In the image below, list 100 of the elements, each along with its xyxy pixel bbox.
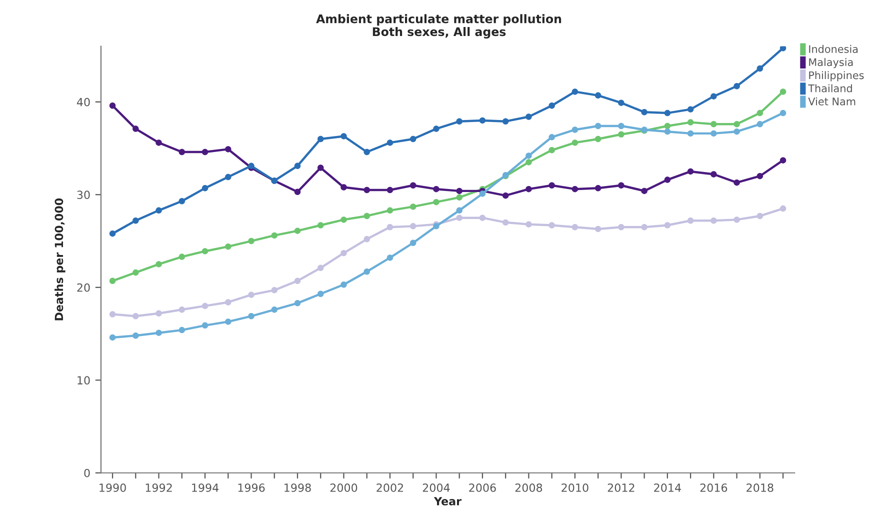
point [156, 330, 162, 336]
y-tick-label: 0 [84, 468, 90, 478]
point [178, 306, 186, 313]
x-tick-label: 1998 [284, 483, 311, 492]
point [294, 228, 301, 234]
point [132, 269, 139, 276]
point [109, 102, 116, 109]
point [410, 223, 416, 230]
point [641, 224, 648, 230]
point [548, 182, 555, 188]
point [664, 122, 671, 130]
point [178, 326, 186, 334]
x-tick-label: 2016 [700, 483, 728, 492]
point [364, 236, 370, 242]
point [734, 179, 740, 186]
x-tick-label: 1992 [146, 483, 172, 492]
point [132, 217, 139, 224]
point [664, 222, 671, 228]
chart-title: Ambient particulate matter pollution [316, 14, 562, 26]
point [641, 188, 648, 194]
point [780, 205, 786, 212]
point [548, 147, 555, 154]
x-tick-label: 2010 [562, 483, 588, 492]
point [502, 118, 509, 125]
x-tick-label: 1990 [100, 483, 126, 492]
x-tick-label: 2014 [654, 483, 681, 492]
point [594, 122, 602, 130]
point [364, 148, 370, 156]
point [433, 198, 440, 206]
point [664, 128, 671, 135]
point [317, 264, 324, 272]
point [548, 134, 555, 140]
point [618, 131, 624, 138]
point [271, 232, 278, 239]
point [594, 226, 602, 232]
point [225, 174, 232, 180]
point [780, 88, 786, 95]
point [202, 148, 208, 156]
point [132, 313, 139, 320]
point [780, 110, 786, 116]
point [687, 217, 694, 224]
y-axis-title: Deaths per 100,000 [54, 198, 66, 320]
point [687, 119, 694, 126]
point [479, 117, 486, 124]
point [225, 299, 232, 306]
legend-label: Thailand [808, 84, 852, 92]
point [456, 207, 462, 214]
point [340, 184, 347, 190]
x-tick-label: 2004 [422, 483, 450, 492]
point [109, 311, 116, 318]
point [386, 224, 394, 230]
point [572, 88, 578, 95]
point [294, 162, 301, 170]
x-tick-label: 2018 [746, 483, 774, 492]
point [156, 261, 162, 268]
legend-label: Viet Nam [808, 97, 856, 106]
point [502, 219, 509, 226]
point [202, 302, 208, 310]
point [687, 106, 694, 112]
point [710, 93, 717, 100]
x-tick-label: 2000 [330, 483, 358, 492]
point [456, 194, 462, 201]
x-tick-label: 2006 [469, 483, 496, 492]
y-tick-label: 30 [77, 190, 90, 200]
x-tick-label: 2008 [515, 483, 542, 492]
point [526, 221, 532, 228]
point [225, 243, 232, 250]
point [433, 186, 440, 192]
point [132, 332, 139, 339]
point [664, 110, 671, 116]
point [340, 133, 347, 140]
point [618, 122, 624, 130]
point [572, 186, 578, 192]
point [317, 290, 324, 298]
point [780, 157, 786, 164]
point [710, 171, 717, 178]
point [386, 186, 394, 194]
point [132, 126, 139, 132]
point [202, 322, 208, 329]
point [364, 212, 370, 220]
x-tick-label: 2012 [608, 483, 634, 492]
point [548, 102, 555, 109]
point [248, 238, 254, 244]
point [178, 198, 186, 204]
point [294, 278, 301, 284]
point [710, 130, 717, 137]
point [225, 318, 232, 325]
point [479, 214, 486, 221]
point [109, 278, 116, 284]
point [317, 136, 324, 142]
y-tick-label: 10 [78, 376, 90, 385]
point [526, 152, 532, 159]
y-tick-label: 20 [77, 283, 90, 292]
point [687, 168, 694, 175]
point [756, 65, 764, 72]
x-tick-label: 2002 [376, 483, 404, 492]
point [756, 110, 764, 116]
point [317, 164, 324, 171]
point [294, 300, 301, 306]
point [548, 222, 555, 228]
